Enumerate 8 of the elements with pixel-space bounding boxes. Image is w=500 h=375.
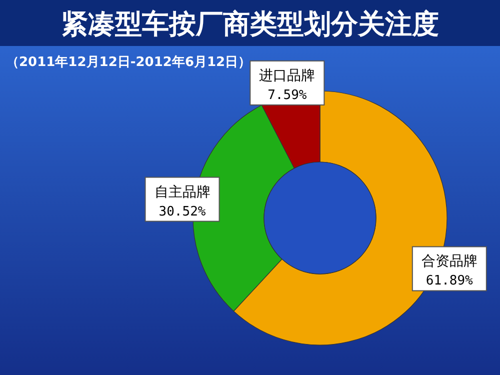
data-label: 61.89% xyxy=(426,274,474,289)
data-label: 7.59% xyxy=(268,88,307,103)
slice-label: 进口品牌 xyxy=(259,68,316,84)
data-label: 30.52% xyxy=(158,204,206,220)
chart-title: 紧凑型车按厂商类型划分关注度 xyxy=(61,9,439,40)
chart-subtitle: （2011年12月12日-2012年6月12日） xyxy=(6,55,252,70)
slice-label: 自主品牌 xyxy=(154,184,210,200)
slice-label: 合资品牌 xyxy=(421,254,478,270)
